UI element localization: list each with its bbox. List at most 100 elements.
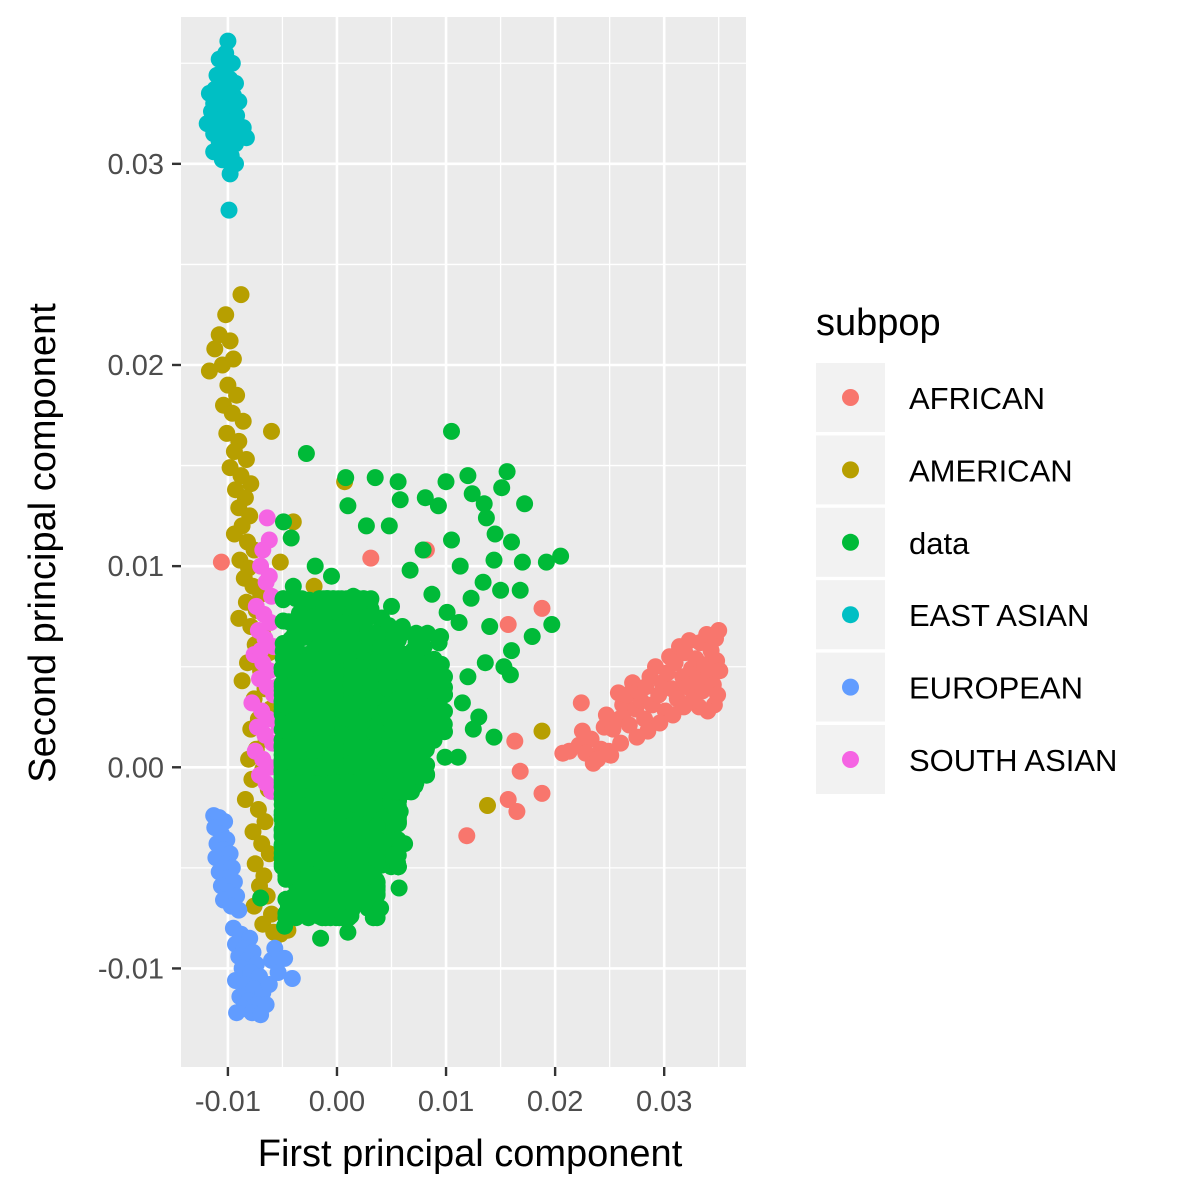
point-data bbox=[312, 929, 330, 947]
point-data bbox=[399, 718, 417, 736]
y-axis-title: Second principal component bbox=[22, 303, 64, 783]
point-data bbox=[476, 654, 494, 672]
point-european bbox=[260, 976, 278, 993]
point-data bbox=[307, 716, 325, 734]
x-tick-label: 0.01 bbox=[418, 1086, 474, 1118]
point-american bbox=[228, 386, 246, 404]
point-south-asian bbox=[254, 541, 272, 559]
point-east-asian bbox=[221, 165, 239, 183]
point-american bbox=[237, 451, 255, 468]
point-african bbox=[710, 622, 728, 639]
point-african bbox=[362, 549, 380, 567]
point-data bbox=[485, 728, 503, 746]
point-data bbox=[306, 557, 324, 575]
point-data bbox=[274, 715, 292, 733]
point-data bbox=[302, 866, 320, 884]
point-african bbox=[620, 716, 638, 734]
point-data bbox=[437, 473, 455, 491]
point-american bbox=[533, 722, 551, 740]
legend-label: AFRICAN bbox=[909, 381, 1045, 416]
point-african bbox=[533, 784, 551, 802]
point-data bbox=[309, 775, 326, 793]
point-data bbox=[419, 624, 436, 642]
x-tick-label: 0.03 bbox=[636, 1086, 692, 1118]
point-data bbox=[355, 869, 373, 887]
x-tick-label: 0.00 bbox=[309, 1086, 365, 1118]
point-data bbox=[377, 678, 395, 696]
point-data bbox=[393, 618, 411, 635]
legend-key-point bbox=[842, 389, 859, 406]
point-south-asian bbox=[252, 642, 270, 660]
legend-item-data: data bbox=[816, 507, 970, 577]
legend-key-point bbox=[842, 678, 859, 696]
point-data bbox=[357, 517, 375, 535]
point-data bbox=[287, 659, 304, 676]
point-african bbox=[212, 553, 230, 571]
point-african bbox=[612, 734, 630, 752]
point-data bbox=[347, 725, 365, 743]
point-american bbox=[206, 340, 224, 358]
point-american bbox=[260, 845, 278, 863]
legend-label: AMERICAN bbox=[909, 453, 1073, 488]
point-data bbox=[365, 689, 383, 707]
point-data bbox=[396, 835, 414, 853]
point-data bbox=[423, 585, 441, 603]
point-data bbox=[365, 829, 383, 847]
legend-key-point bbox=[842, 751, 859, 768]
legend-key-point bbox=[842, 461, 859, 479]
point-american bbox=[246, 855, 264, 873]
point-data bbox=[443, 531, 460, 549]
legend-label: data bbox=[909, 526, 970, 561]
legend: subpop AFRICAN AMERICAN data EAST ASIAN EURO… bbox=[816, 302, 1117, 794]
point-african bbox=[589, 750, 607, 768]
point-data bbox=[351, 775, 368, 793]
minor-gridlines bbox=[181, 17, 746, 1067]
point-data bbox=[278, 637, 296, 655]
point-data bbox=[295, 618, 313, 635]
point-african bbox=[533, 599, 551, 617]
point-data bbox=[436, 748, 454, 766]
point-data bbox=[284, 839, 302, 857]
point-data bbox=[443, 422, 460, 440]
legend-item-south-asian: SOUTH ASIAN bbox=[816, 725, 1117, 794]
point-american bbox=[256, 813, 274, 831]
legend-item-american: AMERICAN bbox=[816, 435, 1073, 505]
point-data bbox=[322, 746, 340, 764]
point-data bbox=[464, 720, 482, 738]
point-data bbox=[282, 866, 300, 884]
y-tick-label: 0.01 bbox=[108, 551, 164, 583]
point-data bbox=[322, 891, 340, 909]
legend-label: SOUTH ASIAN bbox=[909, 743, 1117, 778]
point-east-asian bbox=[220, 201, 238, 219]
point-data bbox=[317, 869, 335, 887]
point-data bbox=[492, 581, 510, 599]
point-data bbox=[366, 849, 384, 867]
legend-key-point bbox=[842, 606, 859, 624]
x-axis-title: First principal component bbox=[258, 1133, 683, 1175]
point-data bbox=[293, 590, 311, 608]
point-african bbox=[506, 732, 524, 750]
point-data bbox=[501, 666, 519, 684]
point-data bbox=[368, 885, 386, 903]
point-data bbox=[274, 590, 292, 608]
point-data bbox=[274, 612, 292, 630]
point-african bbox=[499, 616, 517, 633]
x-tick-label: -0.01 bbox=[195, 1086, 261, 1118]
point-data bbox=[299, 798, 317, 815]
point-african bbox=[711, 662, 729, 680]
point-data bbox=[273, 778, 291, 796]
point-data bbox=[315, 610, 332, 628]
point-data bbox=[313, 650, 331, 668]
y-tick-label: 0.00 bbox=[108, 752, 164, 784]
point-south-asian bbox=[260, 567, 278, 585]
point-data bbox=[474, 573, 492, 591]
point-data bbox=[398, 776, 416, 794]
point-data bbox=[323, 567, 340, 585]
point-data bbox=[404, 738, 422, 756]
point-data bbox=[390, 879, 408, 897]
point-data bbox=[425, 650, 443, 668]
point-american bbox=[236, 791, 254, 808]
point-data bbox=[404, 648, 422, 666]
point-american bbox=[479, 797, 496, 814]
point-data bbox=[401, 561, 419, 579]
